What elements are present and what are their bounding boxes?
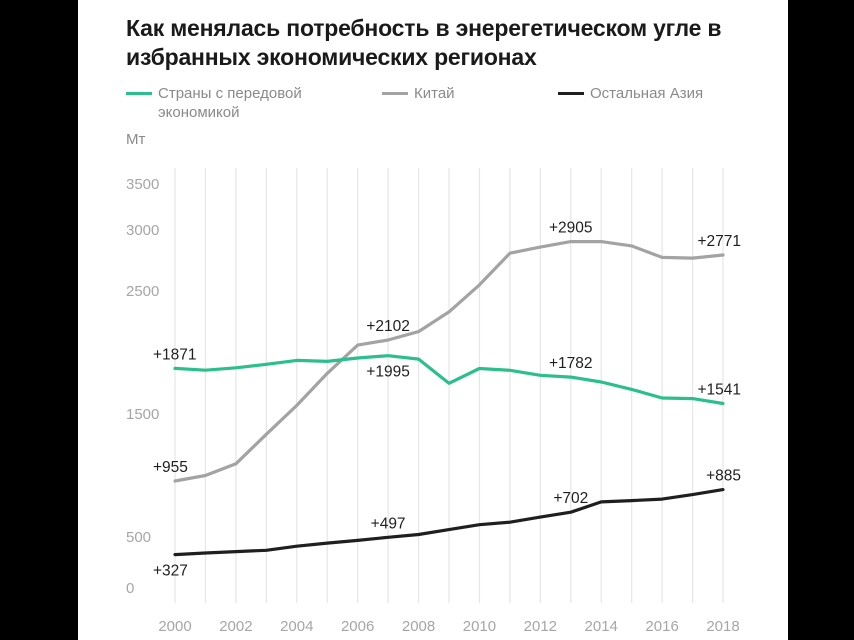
- y-tick-label: 2500: [126, 283, 159, 300]
- y-axis-unit: Мт: [126, 131, 146, 148]
- y-axis: 0 500 1500 2500 3000 3500: [126, 176, 159, 597]
- line-chart: 0 500 1500 2500 3000 3500 2000 2002 2004 2006 2008…: [126, 168, 741, 635]
- data-label: +1541: [697, 382, 741, 399]
- x-tick-label: 2008: [402, 618, 435, 635]
- y-tick-label: 1500: [126, 406, 159, 423]
- series-line-advanced-economies: [173, 354, 725, 406]
- x-tick-label: 2010: [463, 618, 496, 635]
- x-tick-label: 2002: [219, 618, 252, 635]
- data-label: +2102: [366, 318, 410, 335]
- data-label: +497: [371, 515, 406, 532]
- legend-swatch-rest-of-asia: [558, 92, 584, 95]
- legend-swatch-advanced: [126, 92, 152, 95]
- data-label: +885: [706, 468, 741, 485]
- series-line-rest-of-asia: [173, 488, 725, 557]
- y-tick-label: 500: [126, 529, 151, 546]
- x-tick-label: 2000: [158, 618, 191, 635]
- x-tick-label: 2006: [341, 618, 374, 635]
- legend-swatch-china: [382, 92, 408, 95]
- chart-title: Как менялась потребность в энерегетическ…: [126, 15, 722, 70]
- y-tick-label: 0: [126, 580, 134, 597]
- data-label: +2771: [697, 233, 741, 250]
- y-tick-label: 3000: [126, 222, 159, 239]
- x-axis: 2000 2002 2004 2006 2008 2010 2012 2014 2016 2018: [158, 618, 739, 635]
- chart-legend: Страны с передовой экономикой Китай Оста…: [126, 84, 766, 124]
- legend-label-advanced: Страны с передовой экономикой: [158, 85, 302, 121]
- legend-label-rest-of-asia: Остальная Азия: [590, 85, 704, 102]
- x-tick-label: 2014: [585, 618, 618, 635]
- annotations: +1871 +1995 +1782 +1541 +955 +2102 +2905 +2771 +…: [153, 220, 741, 580]
- x-tick-label: 2004: [280, 618, 313, 635]
- data-label: +1995: [366, 364, 410, 381]
- data-label: +702: [553, 490, 588, 507]
- x-tick-label: 2016: [645, 618, 678, 635]
- x-tick-label: 2012: [524, 618, 557, 635]
- y-tick-label: 3500: [126, 176, 159, 193]
- data-label: +955: [153, 459, 188, 476]
- chart-panel: Как менялась потребность в энерегетическ…: [78, 0, 788, 640]
- data-label: +2905: [549, 220, 593, 237]
- data-label: +1782: [549, 355, 593, 372]
- data-label: +327: [153, 563, 188, 580]
- x-tick-label: 2018: [706, 618, 739, 635]
- legend-label-china: Китай: [414, 85, 455, 102]
- grid-lines: [174, 168, 724, 603]
- series-line-china: [173, 240, 725, 483]
- data-label: +1871: [153, 346, 197, 363]
